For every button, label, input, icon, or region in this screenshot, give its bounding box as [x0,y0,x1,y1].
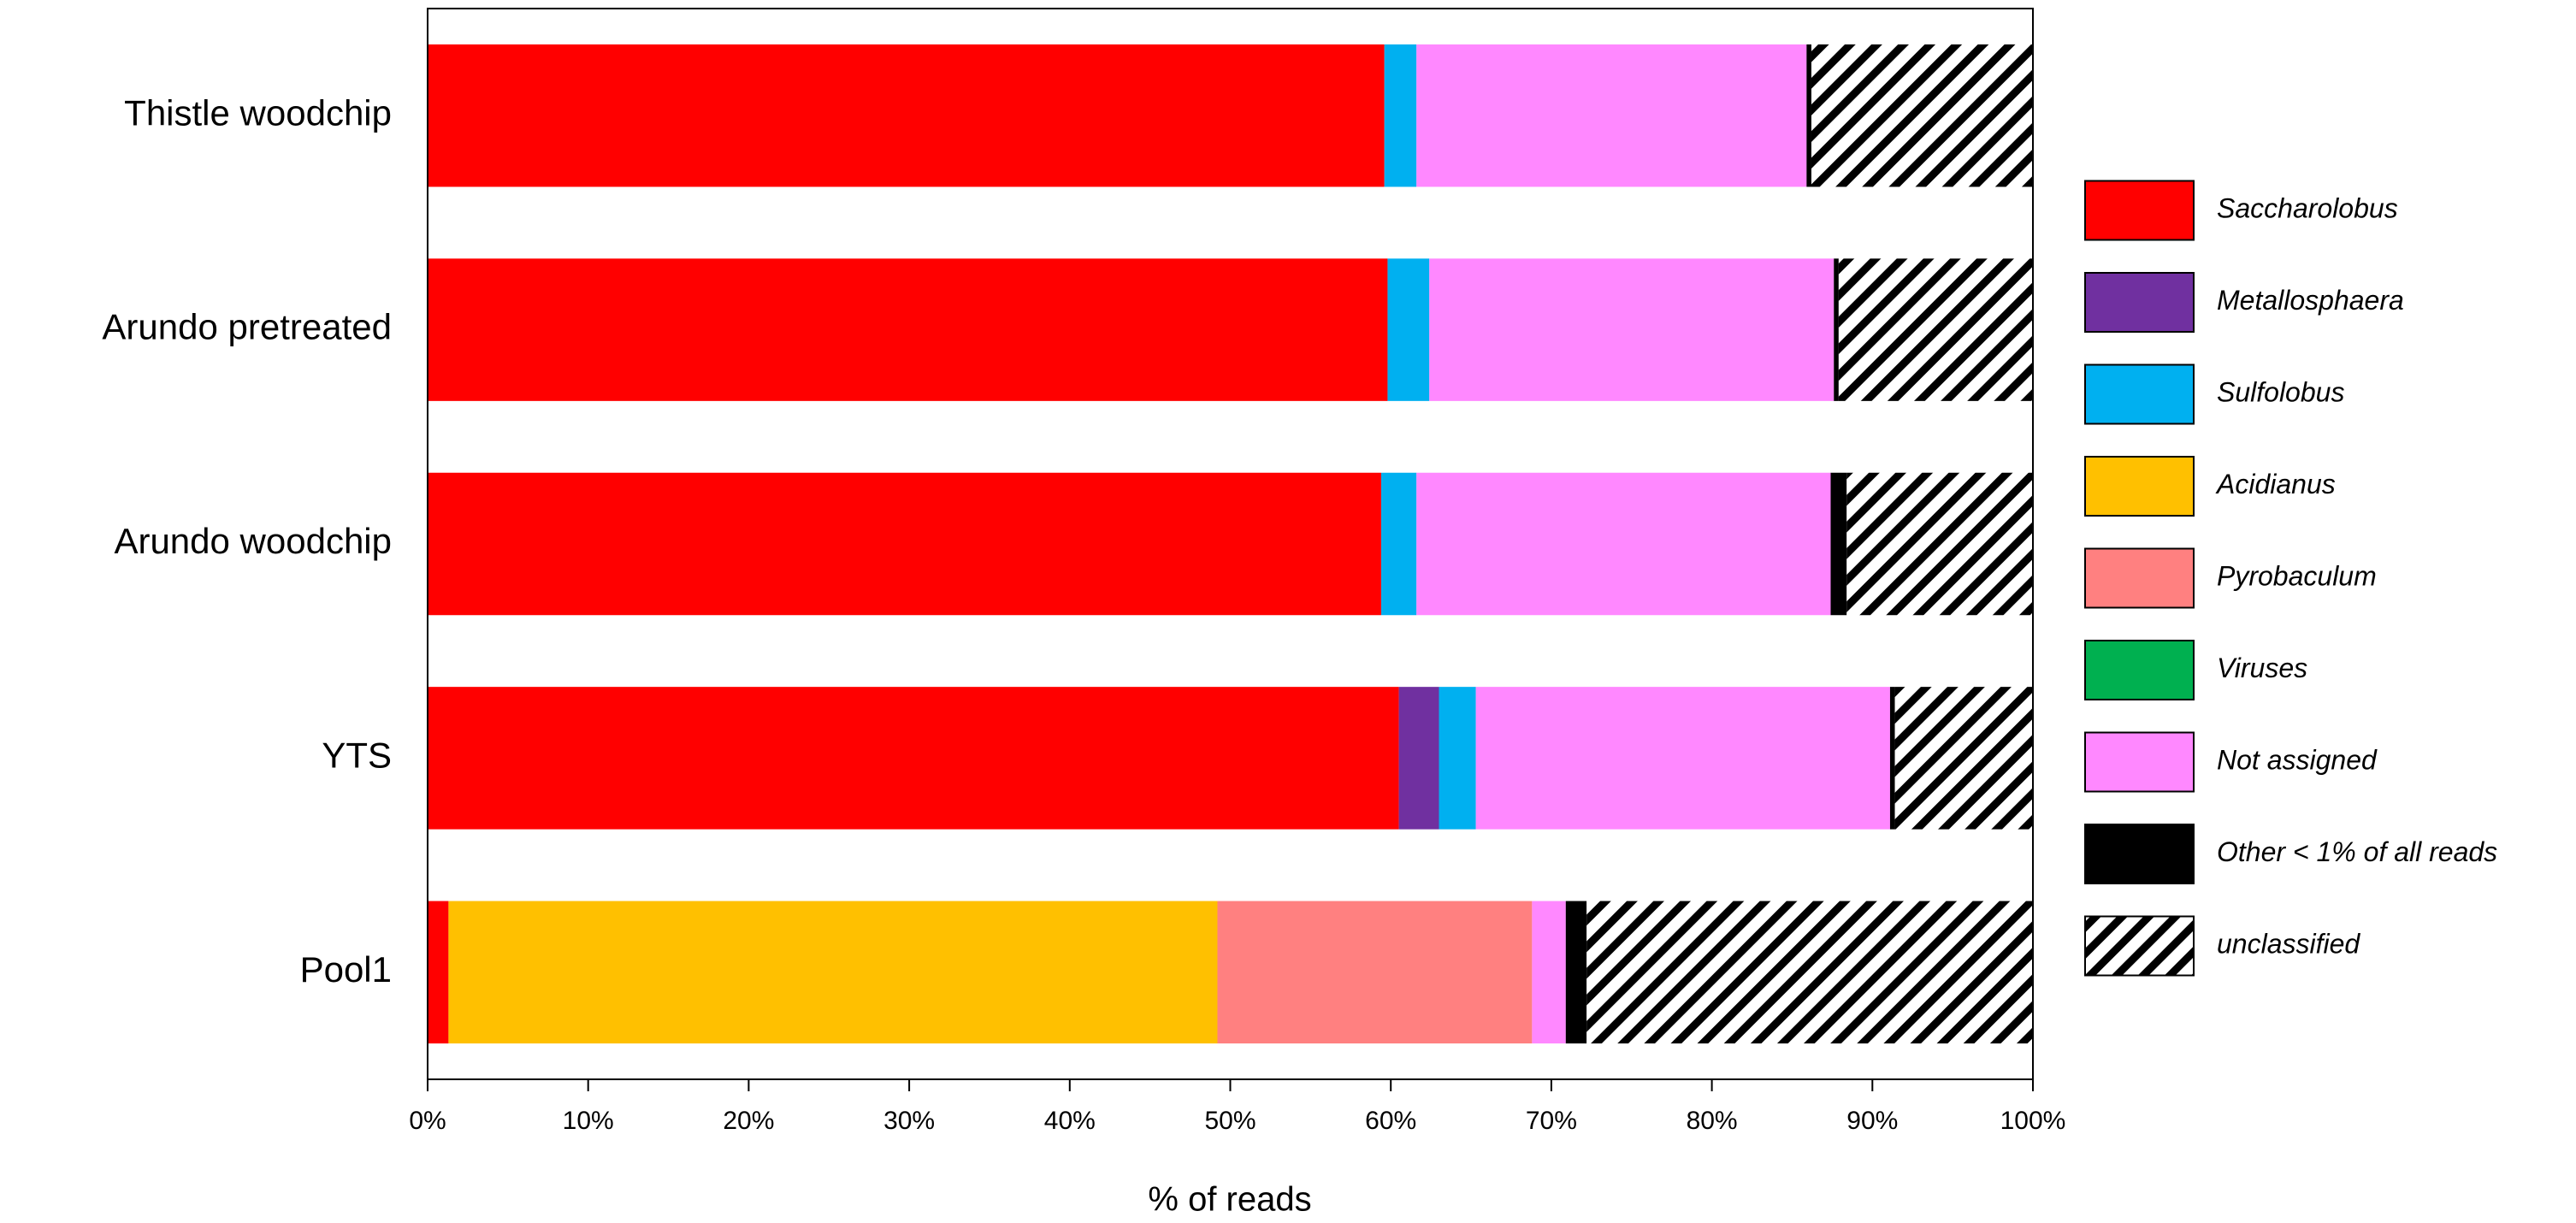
bar-segment [428,258,1388,401]
x-tick-label: 70% [1526,1107,1577,1135]
bar-segment [1586,901,2033,1044]
bar-segment [428,472,1381,616]
legend-swatch [2084,640,2195,700]
bar-segment [428,687,1399,830]
legend-swatch [2084,363,2195,425]
x-tick-label: 50% [1204,1107,1256,1135]
bar-segment [1532,901,1566,1044]
bar-segment [428,44,1385,187]
bar-segment [1830,472,1847,616]
bar-segment [1838,258,2033,401]
x-tick-label: 0% [409,1107,446,1135]
x-axis-label: % of reads [1148,1181,1311,1219]
bar-segment [1894,687,2033,830]
bar-segment [428,901,449,1044]
bar-segment [1811,44,2033,187]
x-tick-label: 60% [1365,1107,1416,1135]
bar-segment [1475,687,1890,830]
legend-swatch [2084,456,2195,517]
bar-segment [1217,901,1533,1044]
bar-segment [1384,44,1417,187]
x-tick-label: 30% [883,1107,935,1135]
y-tick-label: YTS [322,735,392,775]
bar-segment [1387,258,1430,401]
y-tick-label: Thistle woodchip [124,92,392,133]
legend-swatch [2084,731,2195,793]
x-tick-label: 90% [1846,1107,1898,1135]
legend-label: Viruses [2217,653,2307,683]
legend-swatch [2084,547,2195,609]
legend-label: Not assigned [2217,744,2378,775]
y-tick-label: Arundo woodchip [114,521,392,561]
x-tick-label: 40% [1044,1107,1096,1135]
legend-swatch [2084,824,2195,884]
bar-segment [1429,258,1835,401]
y-tick-label: Pool1 [300,949,392,990]
x-tick-label: 80% [1687,1107,1738,1135]
legend-swatch [2084,915,2195,977]
bar-segment [1834,258,1839,401]
bar-segment [448,901,1218,1044]
legend-swatch [2084,272,2195,333]
legend-label: Metallosphaera [2217,285,2404,316]
bar-segment [1565,901,1587,1044]
bar-segment [1439,687,1476,830]
legend-label: Acidianus [2215,469,2336,499]
legend-label: unclassified [2217,928,2360,959]
legend-label: Saccharolobus [2217,192,2398,223]
x-tick-label: 10% [563,1107,614,1135]
legend-label: Other < 1% of all reads [2217,836,2497,867]
bar-segment [1380,472,1417,616]
legend-label: Sulfolobus [2217,376,2344,407]
bar-segment [1806,44,1811,187]
bar-segment [1398,687,1439,830]
bar-segment [1416,44,1807,187]
x-tick-label: 100% [2000,1107,2066,1135]
x-tick-label: 20% [723,1107,774,1135]
bar-segment [1889,687,1895,830]
y-tick-label: Arundo pretreated [102,307,392,347]
bar-segment [1416,472,1831,616]
bar-segment [1846,472,2033,616]
legend-label: Pyrobaculum [2217,560,2377,591]
legend-swatch [2084,180,2195,241]
